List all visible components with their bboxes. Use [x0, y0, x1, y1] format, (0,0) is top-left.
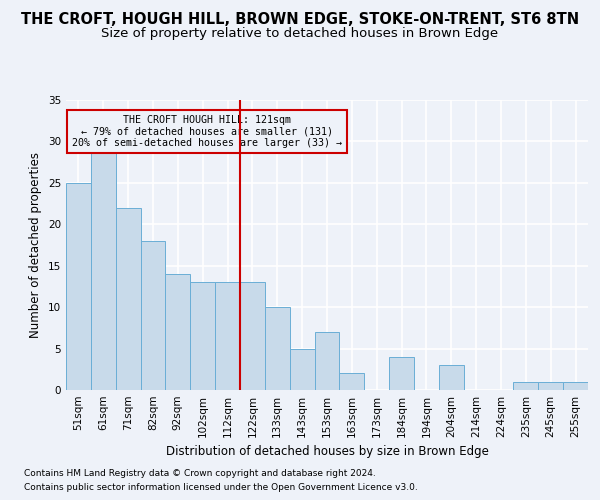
Bar: [290, 348, 314, 390]
Text: THE CROFT HOUGH HILL: 121sqm
← 79% of detached houses are smaller (131)
20% of s: THE CROFT HOUGH HILL: 121sqm ← 79% of de…: [72, 114, 342, 148]
Text: Size of property relative to detached houses in Brown Edge: Size of property relative to detached ho…: [101, 28, 499, 40]
Bar: [140, 241, 166, 390]
Text: THE CROFT, HOUGH HILL, BROWN EDGE, STOKE-ON-TRENT, ST6 8TN: THE CROFT, HOUGH HILL, BROWN EDGE, STOKE…: [21, 12, 579, 28]
Bar: [340, 374, 364, 390]
Text: Contains public sector information licensed under the Open Government Licence v3: Contains public sector information licen…: [24, 484, 418, 492]
Bar: [265, 307, 290, 390]
Bar: [538, 382, 563, 390]
Bar: [66, 183, 91, 390]
Bar: [215, 282, 240, 390]
Bar: [91, 150, 116, 390]
Y-axis label: Number of detached properties: Number of detached properties: [29, 152, 43, 338]
Bar: [314, 332, 340, 390]
Bar: [514, 382, 538, 390]
X-axis label: Distribution of detached houses by size in Brown Edge: Distribution of detached houses by size …: [166, 446, 488, 458]
Bar: [116, 208, 140, 390]
Bar: [563, 382, 588, 390]
Bar: [439, 365, 464, 390]
Bar: [190, 282, 215, 390]
Bar: [389, 357, 414, 390]
Bar: [166, 274, 190, 390]
Text: Contains HM Land Registry data © Crown copyright and database right 2024.: Contains HM Land Registry data © Crown c…: [24, 468, 376, 477]
Bar: [240, 282, 265, 390]
